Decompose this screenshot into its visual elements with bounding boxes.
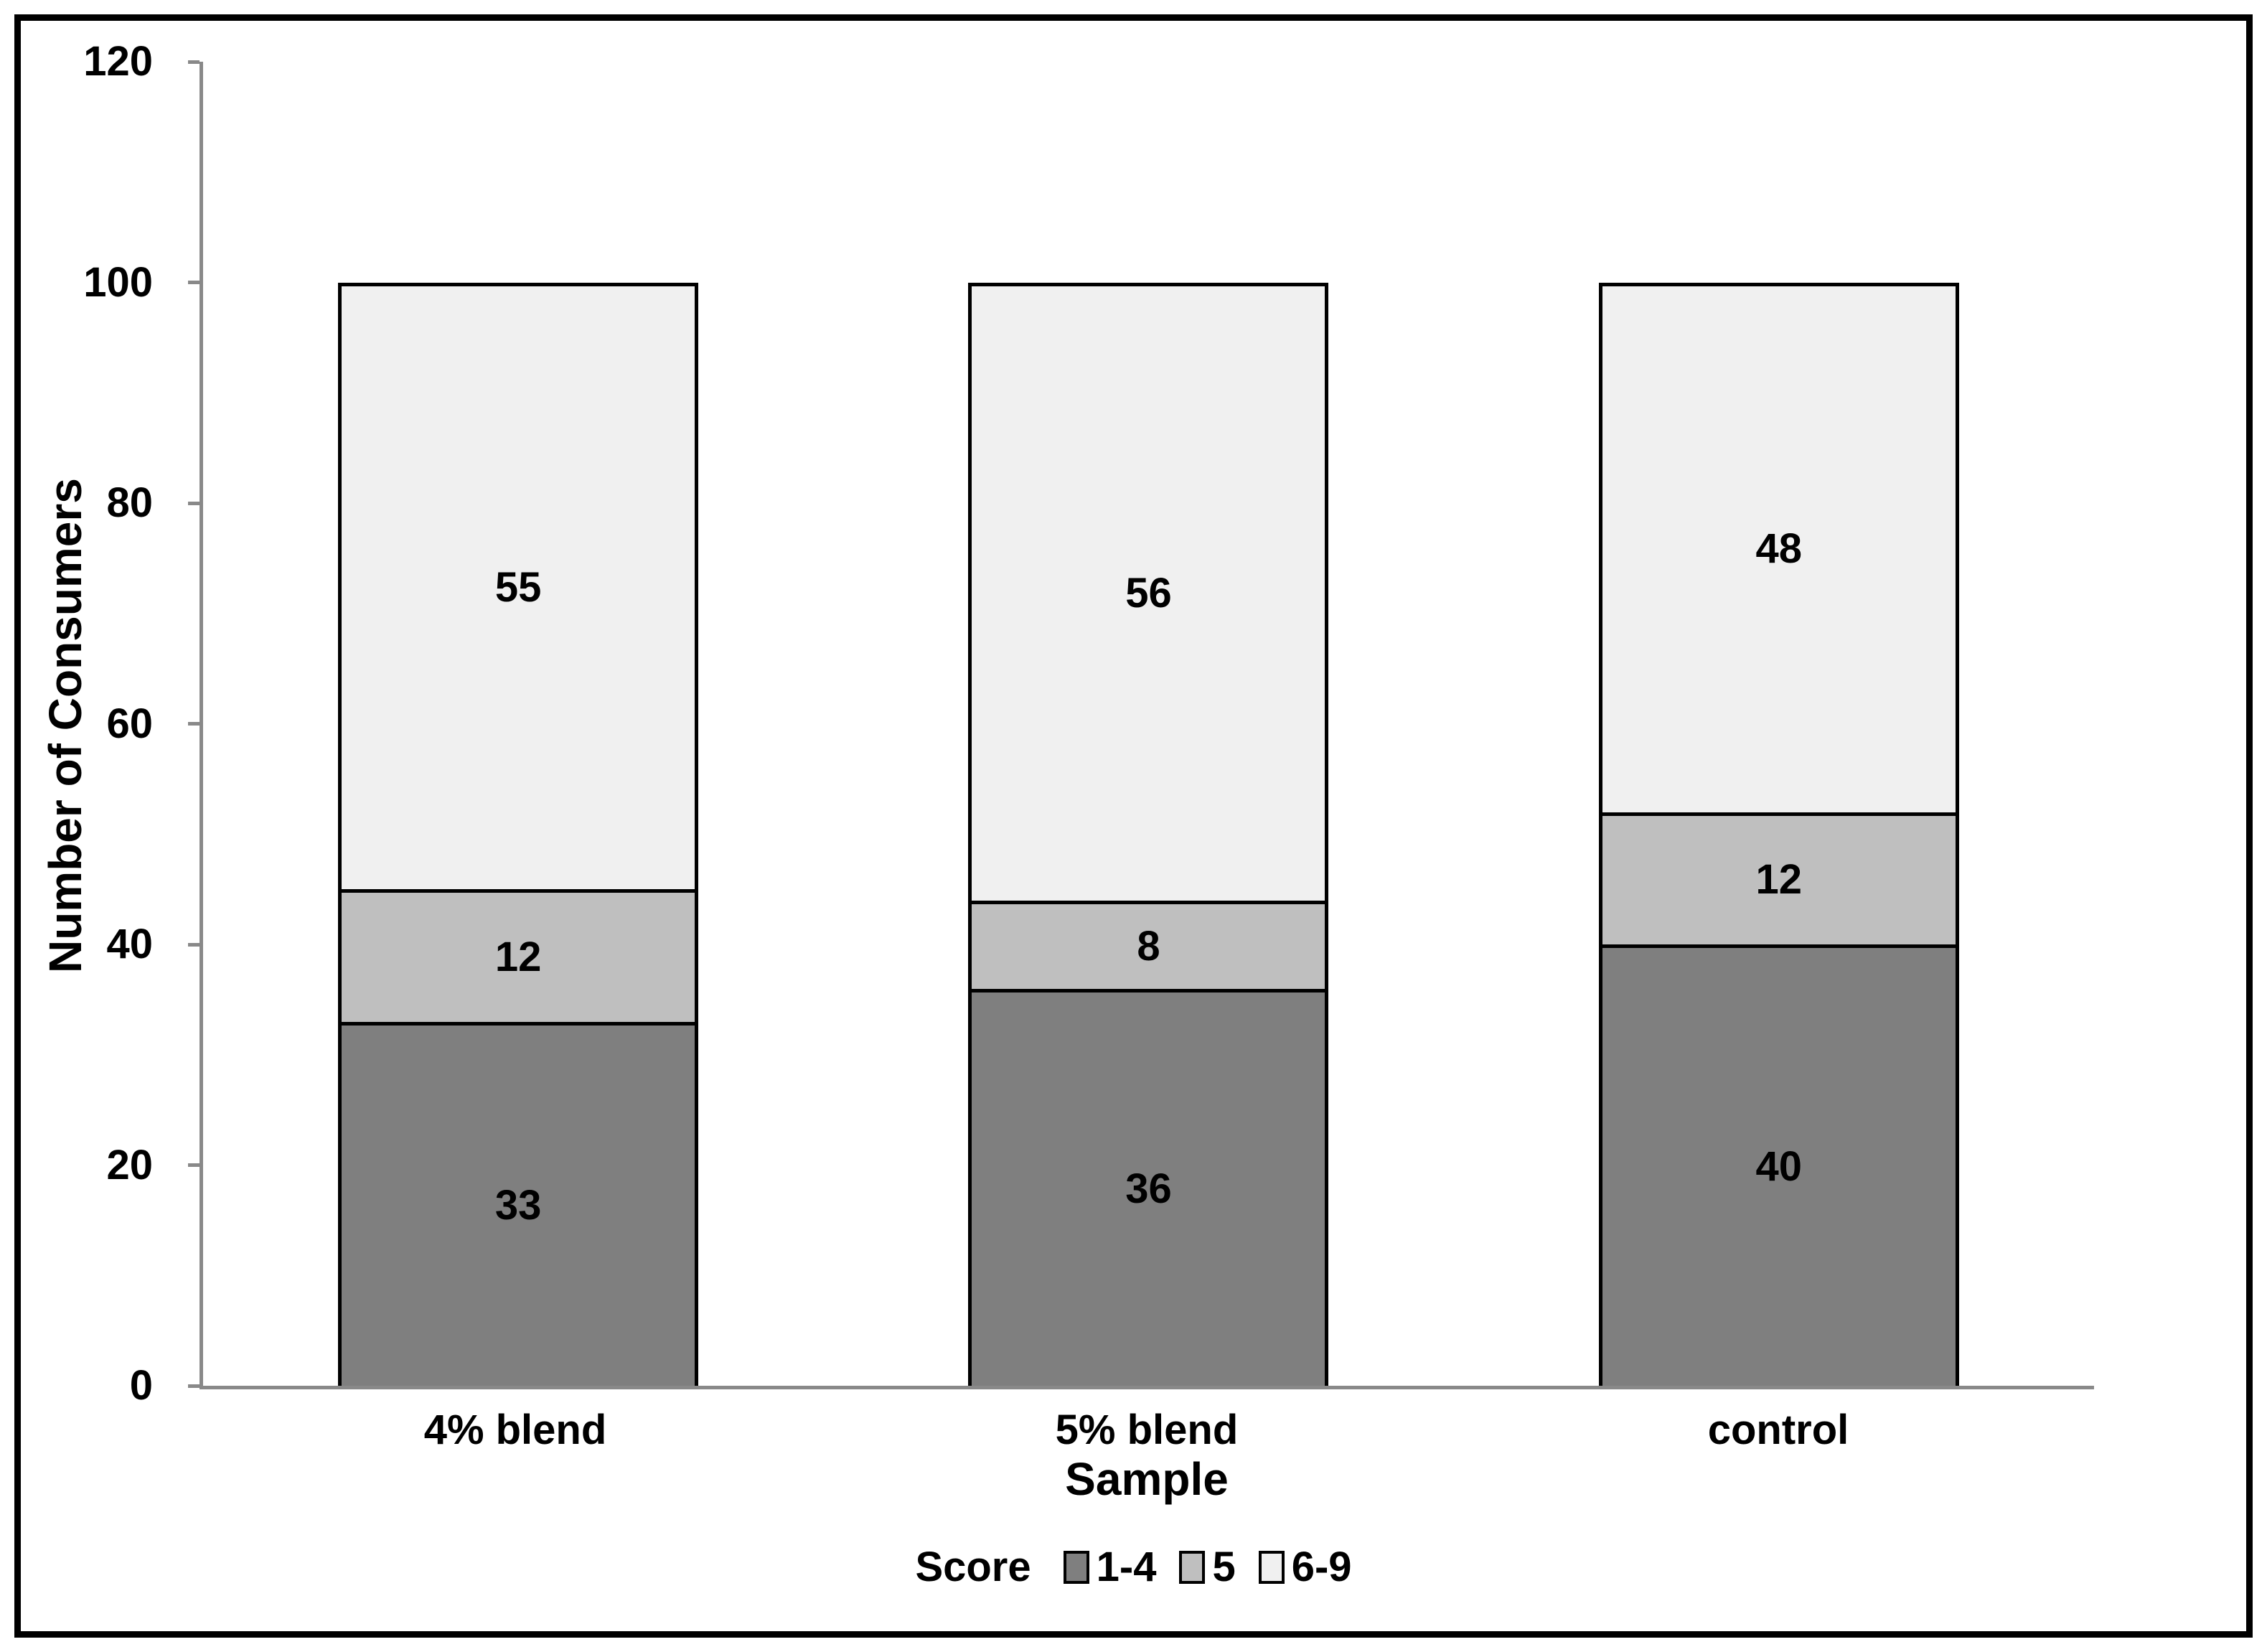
data-label: 36 — [1125, 1165, 1172, 1212]
y-tick — [188, 1163, 200, 1167]
y-tick — [188, 501, 200, 505]
data-label: 12 — [1755, 856, 1803, 904]
data-label: 12 — [494, 933, 542, 980]
bar-segment: 36 — [968, 988, 1329, 1386]
stacked-bar: 33 12 55 — [338, 282, 699, 1386]
bar-segment: 56 — [968, 282, 1329, 901]
y-tick-label: 120 — [83, 38, 153, 85]
legend-swatch-icon — [1258, 1551, 1285, 1584]
legend-item: 6-9 — [1258, 1544, 1352, 1590]
data-label: 56 — [1125, 569, 1172, 616]
legend-item: 5 — [1179, 1544, 1236, 1590]
legend-label: 5 — [1212, 1544, 1236, 1590]
y-tick-label: 40 — [106, 921, 153, 967]
y-tick-label: 80 — [106, 479, 153, 526]
data-label: 33 — [494, 1181, 542, 1229]
bar-segment: 33 — [338, 1021, 699, 1386]
bar-segment: 8 — [968, 900, 1329, 989]
x-axis-category-label: 4% blend — [423, 1407, 607, 1453]
plot-area: 0 20 40 60 80 100 120 33 12 55 36 8 56 40 12 48 4% blend… — [83, 41, 2094, 1451]
bar-segment: 55 — [338, 282, 699, 890]
legend-swatch-icon — [1063, 1551, 1089, 1584]
y-tick-label: 0 — [129, 1362, 153, 1409]
y-tick-label: 20 — [106, 1141, 153, 1188]
category-slot: 40 12 48 — [1464, 62, 2094, 1386]
legend-label: 1-4 — [1096, 1544, 1157, 1590]
legend-swatch-icon — [1179, 1551, 1206, 1584]
category-slot: 36 8 56 — [833, 62, 1463, 1386]
bar-segment: 12 — [1598, 812, 1959, 944]
y-tick — [188, 1384, 200, 1388]
legend: Score 1-4 5 6-9 — [21, 1547, 2246, 1588]
stacked-bar: 40 12 48 — [1598, 282, 1959, 1386]
legend-title: Score — [915, 1544, 1031, 1590]
data-label: 40 — [1755, 1143, 1803, 1190]
x-axis-category-label: 5% blend — [1055, 1407, 1239, 1453]
data-label: 55 — [494, 563, 542, 611]
bar-segment: 12 — [338, 889, 699, 1022]
y-tick — [188, 722, 200, 726]
y-tick — [188, 60, 200, 64]
x-axis-line — [200, 1386, 2094, 1389]
stacked-bar: 36 8 56 — [968, 282, 1329, 1386]
legend-label: 6-9 — [1291, 1544, 1352, 1590]
y-tick — [188, 281, 200, 284]
x-axis-title: Sample — [1065, 1453, 1229, 1505]
bar-segment: 40 — [1598, 944, 1959, 1386]
data-label: 48 — [1755, 525, 1803, 572]
bars-container: 33 12 55 36 8 56 40 12 48 — [203, 62, 2094, 1386]
y-axis-line — [200, 62, 203, 1389]
y-tick — [188, 942, 200, 947]
y-tick-label: 60 — [106, 700, 153, 747]
bar-segment: 48 — [1598, 282, 1959, 812]
y-tick-label: 100 — [83, 258, 153, 306]
legend-item: 1-4 — [1063, 1544, 1157, 1590]
category-slot: 33 12 55 — [203, 62, 833, 1386]
x-axis-category-label: control — [1707, 1407, 1849, 1453]
data-label: 8 — [1137, 922, 1160, 970]
chart-frame: Number of Consumers 0 20 40 60 80 100 120 33 12 5… — [14, 14, 2253, 1638]
